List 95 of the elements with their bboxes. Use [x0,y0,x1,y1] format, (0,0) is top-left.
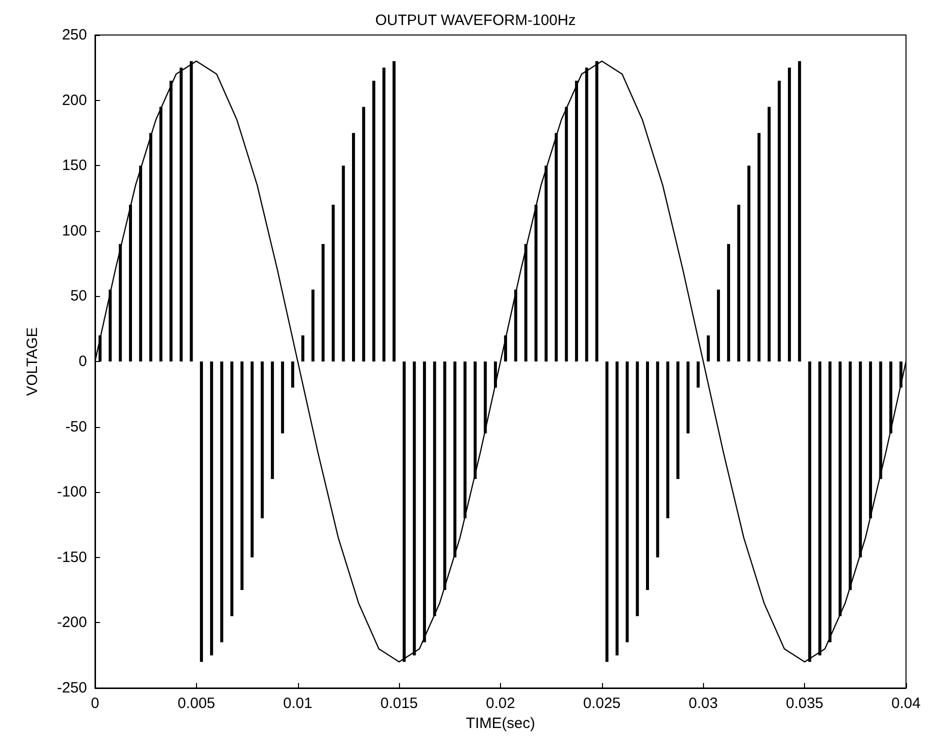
bar [484,362,487,434]
bar [311,290,314,362]
bar [879,362,882,480]
bar [666,362,670,518]
x-axis-title: TIME(sec) [466,715,536,732]
y-tick-label: -50 [65,418,87,436]
y-tick-label: 100 [62,222,87,240]
bar [514,290,518,362]
bar [758,132,761,362]
bar [128,204,132,362]
bar [524,244,528,362]
bar [149,132,152,362]
bar [605,362,608,662]
bar [696,362,700,388]
y-tick-label: -200 [56,614,87,632]
y-tick-label: -150 [56,548,87,566]
x-tick-label: 0.035 [786,695,824,712]
bar [433,362,436,616]
x-tick-label: 0 [90,695,100,712]
y-tick-label: 250 [62,26,87,44]
y-tick-label: 150 [62,157,87,174]
bar [788,68,791,362]
bar [281,362,284,434]
y-tick-label: -100 [56,484,87,501]
bar [798,61,802,362]
bar [443,362,446,590]
bar [372,80,376,362]
x-tick-label: 0.02 [486,695,516,712]
bar [180,68,183,362]
x-tick-label: 0.015 [380,695,418,712]
bar [250,362,254,558]
bar [270,362,274,480]
bar [616,362,619,656]
bar [382,68,386,362]
x-tick-label: 0.03 [688,695,718,712]
bar [768,106,771,362]
bar [474,362,477,480]
bar [737,204,740,362]
chart-title: OUTPUT WAVEFORM-100Hz [375,12,576,29]
y-tick-label: 0 [78,353,87,370]
bar [322,244,325,362]
bar [626,362,629,642]
bar [170,80,173,362]
bar [858,362,862,558]
bar [210,362,214,656]
bar [260,362,264,518]
y-tick-label: 50 [70,288,87,305]
bar [362,106,366,362]
bar [200,362,203,662]
bar [716,290,720,362]
y-tick-label: 200 [62,92,87,109]
x-tick-label: 0.04 [891,695,921,712]
bar [778,80,781,362]
bar [828,362,832,642]
x-tick-label: 0.01 [283,695,312,712]
bar [301,335,304,362]
bar [220,362,224,642]
y-axis-title: VOLTAGE [24,327,41,396]
bar [464,362,467,518]
bar [575,80,578,362]
bar [291,362,294,388]
bar [332,204,335,362]
bar [139,166,142,362]
bar [230,362,234,616]
bar [818,362,822,656]
y-tick-label: -250 [56,680,87,696]
bar [352,132,356,362]
bar [240,362,244,590]
bar [159,106,162,362]
bar [118,244,122,362]
bar [848,362,852,590]
bar [869,362,872,518]
bar [747,166,750,362]
bar [686,362,690,434]
bar [646,362,649,590]
x-tick-label: 0.025 [583,695,621,712]
bar [676,362,680,480]
bar [838,362,842,616]
bar [889,362,892,434]
bar [564,106,568,362]
bar [636,362,639,616]
bar [392,61,396,362]
bar [585,68,588,362]
bar [412,362,416,656]
bar [544,166,548,362]
x-tick-label: 0.005 [178,695,216,712]
bar [706,335,710,362]
bar [453,362,456,558]
bar [554,132,558,362]
bar [534,204,538,362]
bar [727,244,730,362]
bar [656,362,660,558]
bar [422,362,426,642]
bar [342,166,345,362]
bar [108,290,112,362]
